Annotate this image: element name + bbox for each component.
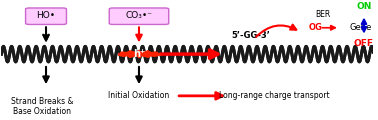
Text: OG: OG [308,23,322,32]
Text: CO₃•⁻: CO₃•⁻ [125,11,152,20]
FancyBboxPatch shape [26,8,67,24]
Text: BER: BER [316,10,331,19]
Text: OFF: OFF [354,39,374,48]
Polygon shape [120,50,158,58]
Text: HO•: HO• [36,11,56,20]
FancyBboxPatch shape [109,8,169,24]
Text: Gene: Gene [349,23,372,32]
Text: Initial Oxidation: Initial Oxidation [108,91,170,100]
Text: Long-range charge transport: Long-range charge transport [219,91,330,100]
Text: h⁺: h⁺ [133,49,145,59]
Text: Strand Breaks &
Base Oxidation: Strand Breaks & Base Oxidation [11,97,74,116]
Text: 5’-GG-3’: 5’-GG-3’ [231,31,270,40]
Text: ON: ON [356,2,372,11]
